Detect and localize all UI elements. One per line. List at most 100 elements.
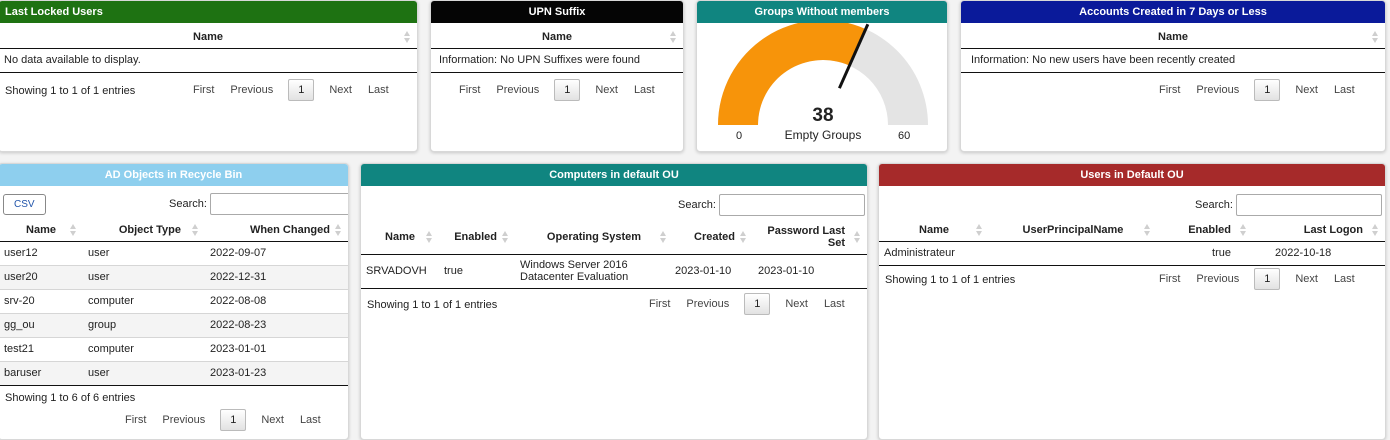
search-input[interactable]: [209, 193, 348, 215]
previous-page-button[interactable]: Previous: [1196, 84, 1240, 96]
search-input[interactable]: [718, 194, 865, 216]
search-box: Search:: [169, 193, 348, 215]
current-page-button[interactable]: 1: [288, 79, 315, 101]
computers-default-ou-card: Computers in default OU Search: Name Ena…: [360, 163, 868, 440]
sort-icon[interactable]: [854, 231, 861, 243]
table-row[interactable]: baruser user 2023-01-23: [0, 361, 348, 386]
table-row[interactable]: Administrateur true 2022-10-18: [879, 241, 1385, 266]
first-page-button[interactable]: First: [125, 414, 147, 426]
cell-when-changed: 2022-12-31: [205, 265, 348, 290]
sort-icon[interactable]: [426, 231, 433, 243]
first-page-button[interactable]: First: [1159, 273, 1181, 285]
next-page-button[interactable]: Next: [1295, 84, 1318, 96]
sort-icon[interactable]: [192, 224, 199, 236]
sort-icon[interactable]: [660, 231, 667, 243]
previous-page-button[interactable]: Previous: [162, 414, 206, 426]
column-header-created[interactable]: Created: [673, 220, 753, 255]
previous-page-button[interactable]: Previous: [496, 84, 540, 96]
accounts-created-card: Accounts Created in 7 Days or Less Name …: [960, 0, 1386, 152]
previous-page-button[interactable]: Previous: [686, 298, 730, 310]
sort-icon[interactable]: [740, 231, 747, 243]
cell-when-changed: 2023-01-23: [205, 361, 348, 386]
pagination: First Previous 1 Next Last: [1151, 268, 1363, 290]
sort-icon[interactable]: [976, 224, 983, 236]
cell-object-type: computer: [83, 337, 205, 362]
csv-export-button[interactable]: CSV: [3, 194, 46, 215]
column-header-when-changed[interactable]: When Changed: [205, 219, 348, 242]
column-header-name[interactable]: Name: [0, 26, 417, 49]
upn-suffix-table: Name Information: No UPN Suffixes were f…: [431, 26, 683, 73]
sort-icon[interactable]: [670, 31, 677, 43]
last-page-button[interactable]: Last: [1333, 273, 1355, 285]
table-row[interactable]: srv-20 computer 2022-08-08: [0, 289, 348, 314]
previous-page-button[interactable]: Previous: [230, 84, 274, 96]
last-page-button[interactable]: Last: [367, 84, 389, 96]
last-page-button[interactable]: Last: [299, 414, 321, 426]
next-page-button[interactable]: Next: [595, 84, 618, 96]
first-page-button[interactable]: First: [193, 84, 215, 96]
locked-users-table: Name No data available to display.: [0, 26, 417, 73]
column-header-name[interactable]: Name: [879, 219, 989, 242]
sort-icon[interactable]: [502, 231, 509, 243]
card-title: Users in Default OU: [879, 164, 1385, 186]
search-label: Search:: [169, 198, 207, 210]
first-page-button[interactable]: First: [459, 84, 481, 96]
column-header-object-type[interactable]: Object Type: [83, 219, 205, 242]
users-table: Name UserPrincipalName Enabled Last Logo…: [879, 219, 1385, 266]
current-page-button[interactable]: 1: [554, 79, 581, 101]
previous-page-button[interactable]: Previous: [1196, 273, 1240, 285]
users-default-ou-card: Users in Default OU Search: Name UserPri…: [878, 163, 1386, 440]
next-page-button[interactable]: Next: [261, 414, 284, 426]
cell-last-logon: 2022-10-18: [1253, 241, 1385, 266]
card-title: Computers in default OU: [361, 164, 867, 186]
cell-name: baruser: [0, 361, 83, 386]
column-header-name[interactable]: Name: [431, 26, 683, 49]
pagination: First Previous 1 Next Last: [451, 79, 663, 101]
entries-info: Showing 1 to 1 of 1 entries: [885, 274, 1016, 286]
column-header-name[interactable]: Name: [0, 219, 83, 242]
first-page-button[interactable]: First: [649, 298, 671, 310]
column-header-operating-system[interactable]: Operating System: [515, 220, 673, 255]
column-header-password-last-set[interactable]: Password Last Set: [753, 220, 867, 255]
cell-name: test21: [0, 337, 83, 362]
gauge-chart: [718, 23, 928, 125]
current-page-button[interactable]: 1: [1254, 79, 1281, 101]
sort-icon[interactable]: [1372, 31, 1379, 43]
sort-icon[interactable]: [335, 224, 342, 236]
recycle-bin-card: AD Objects in Recycle Bin CSV Search: Na…: [0, 163, 349, 440]
last-page-button[interactable]: Last: [1333, 84, 1355, 96]
cell-when-changed: 2022-08-08: [205, 289, 348, 314]
table-row[interactable]: user12 user 2022-09-07: [0, 241, 348, 266]
table-row[interactable]: SRVADOVH true Windows Server 2016 Datace…: [361, 254, 867, 289]
sort-icon[interactable]: [404, 31, 411, 43]
table-row[interactable]: test21 computer 2023-01-01: [0, 337, 348, 362]
cell-when-changed: 2023-01-01: [205, 337, 348, 362]
column-header-name[interactable]: Name: [961, 26, 1385, 49]
column-header-userprincipalname[interactable]: UserPrincipalName: [989, 219, 1157, 242]
next-page-button[interactable]: Next: [785, 298, 808, 310]
next-page-button[interactable]: Next: [329, 84, 352, 96]
last-page-button[interactable]: Last: [633, 84, 655, 96]
column-header-enabled[interactable]: Enabled: [439, 220, 515, 255]
current-page-button[interactable]: 1: [1254, 268, 1281, 290]
table-row[interactable]: user20 user 2022-12-31: [0, 265, 348, 290]
sort-icon[interactable]: [70, 224, 77, 236]
column-header-enabled[interactable]: Enabled: [1157, 219, 1253, 242]
current-page-button[interactable]: 1: [220, 409, 247, 431]
cell-name: Administrateur: [879, 241, 989, 266]
new-accounts-table: Name Information: No new users have been…: [961, 26, 1385, 73]
first-page-button[interactable]: First: [1159, 84, 1181, 96]
sort-icon[interactable]: [1240, 224, 1247, 236]
sort-icon[interactable]: [1144, 224, 1151, 236]
sort-icon[interactable]: [1372, 224, 1379, 236]
table-row[interactable]: gg_ou group 2022-08-23: [0, 313, 348, 338]
next-page-button[interactable]: Next: [1295, 273, 1318, 285]
gauge-needle: [838, 23, 870, 89]
column-header-last-logon[interactable]: Last Logon: [1253, 219, 1385, 242]
column-header-name[interactable]: Name: [361, 220, 439, 255]
search-input[interactable]: [1235, 194, 1382, 216]
current-page-button[interactable]: 1: [744, 293, 771, 315]
cell-name: user20: [0, 265, 83, 290]
last-page-button[interactable]: Last: [823, 298, 845, 310]
cell-name: gg_ou: [0, 313, 83, 338]
